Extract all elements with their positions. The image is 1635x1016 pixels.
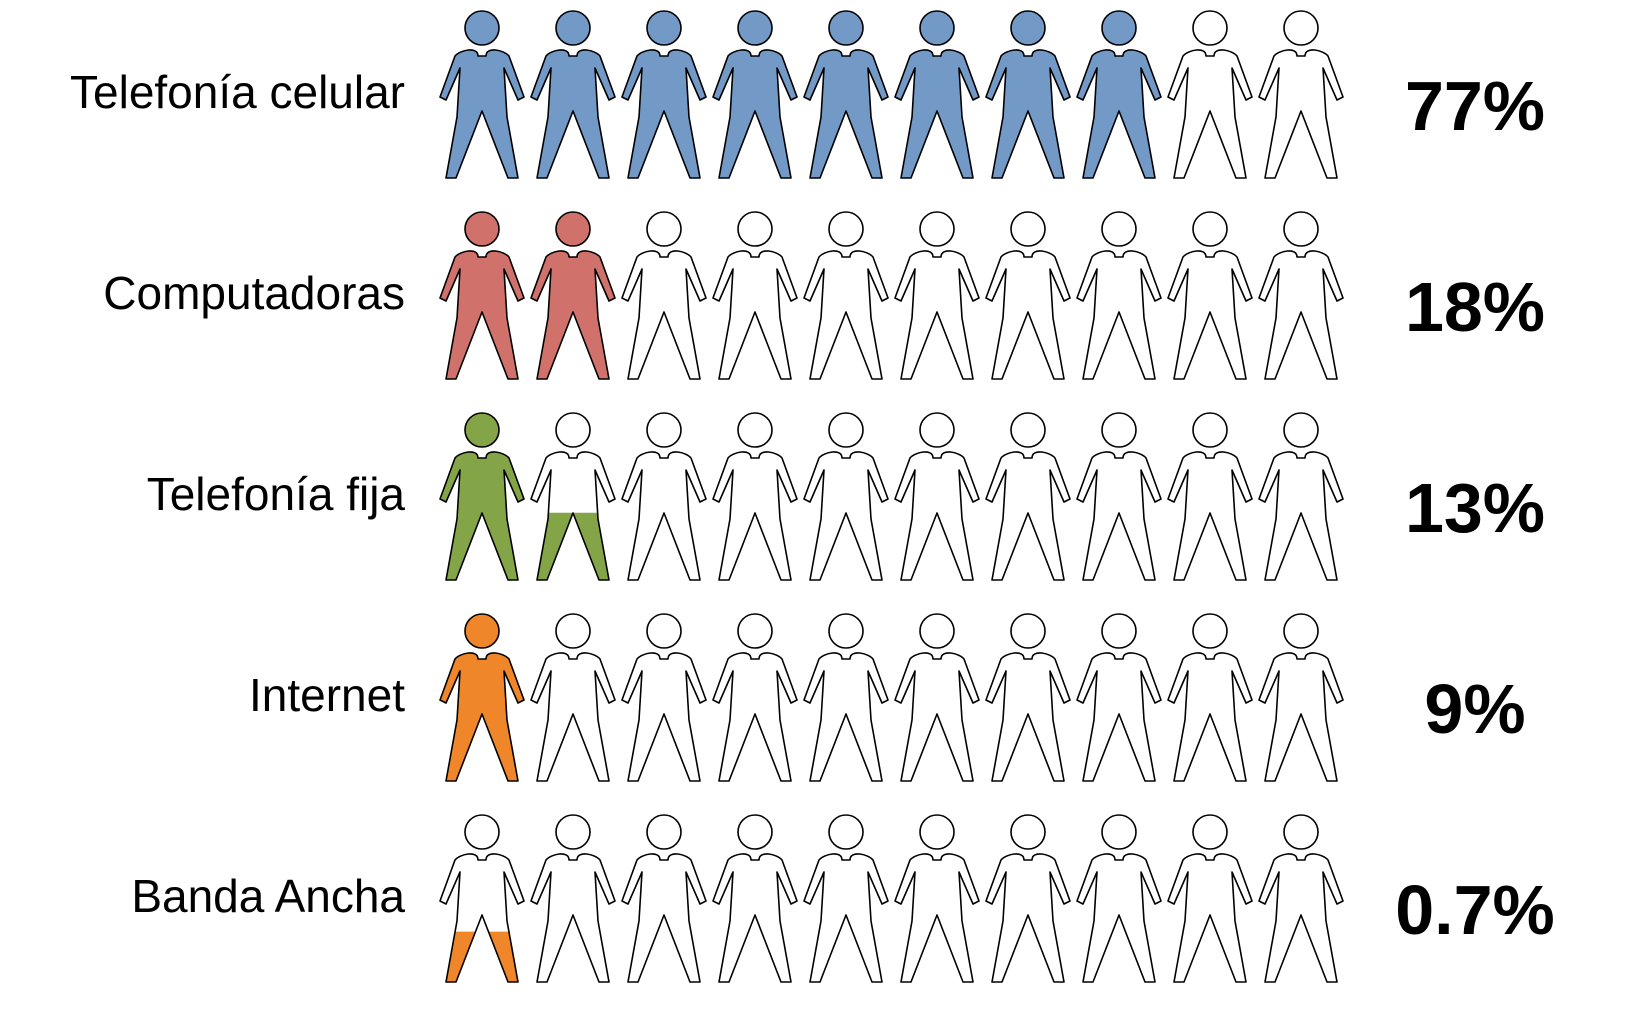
person-icon [530, 613, 616, 782]
person-icon [1076, 10, 1162, 179]
person-icon [712, 10, 798, 179]
person-icon [985, 613, 1071, 782]
chart-rows: Telefonía celular 77% Computadoras 18% Telef… [70, 10, 1555, 983]
person-icon [803, 613, 889, 782]
person-icon [1076, 211, 1162, 380]
person-icon [439, 814, 525, 983]
chart-row: Internet 9% [249, 613, 1526, 782]
person-icon [621, 613, 707, 782]
row-value: 13% [1405, 469, 1545, 547]
row-value: 18% [1405, 268, 1545, 346]
person-icon [894, 10, 980, 179]
person-icon [1167, 412, 1253, 581]
person-icon [621, 211, 707, 380]
chart-row: Telefonía celular 77% [70, 10, 1545, 179]
person-icon [985, 10, 1071, 179]
person-icon [621, 814, 707, 983]
person-icon [803, 814, 889, 983]
person-icon [985, 814, 1071, 983]
person-icon [1076, 814, 1162, 983]
person-icon [894, 814, 980, 983]
row-label: Computadoras [103, 267, 405, 319]
row-value: 0.7% [1395, 871, 1555, 949]
person-icon [803, 10, 889, 179]
person-icon [894, 412, 980, 581]
row-label: Telefonía celular [70, 66, 405, 118]
person-icon [985, 211, 1071, 380]
person-icon [621, 412, 707, 581]
person-icon [894, 613, 980, 782]
person-icon [803, 211, 889, 380]
person-icon [712, 814, 798, 983]
row-label: Banda Ancha [131, 870, 405, 922]
row-value: 9% [1424, 670, 1525, 748]
person-icon [985, 412, 1071, 581]
person-icon [1167, 211, 1253, 380]
person-icon [712, 412, 798, 581]
person-icon [1258, 814, 1344, 983]
person-icon [530, 814, 616, 983]
person-icon [439, 211, 525, 380]
person-icon [1258, 613, 1344, 782]
person-icon [439, 412, 525, 581]
person-icon [621, 10, 707, 179]
person-icon [894, 211, 980, 380]
person-icon [1167, 613, 1253, 782]
row-label: Telefonía fija [147, 468, 406, 520]
row-label: Internet [249, 669, 405, 721]
person-icon [1258, 412, 1344, 581]
chart-row: Computadoras 18% [103, 211, 1545, 380]
person-icon [1076, 412, 1162, 581]
person-icon [1258, 211, 1344, 380]
person-icon [712, 613, 798, 782]
chart-row: Banda Ancha 0.7% [131, 814, 1555, 983]
person-icon [439, 613, 525, 782]
person-icon [803, 412, 889, 581]
chart-row: Telefonía fija 13% [147, 412, 1545, 581]
person-icon [439, 10, 525, 179]
person-icon [1258, 10, 1344, 179]
person-icon [530, 211, 616, 380]
person-icon [530, 10, 616, 179]
person-icon [1167, 10, 1253, 179]
person-icon [1076, 613, 1162, 782]
person-icon [1167, 814, 1253, 983]
person-icon [530, 412, 616, 581]
person-icon [712, 211, 798, 380]
row-value: 77% [1405, 67, 1545, 145]
